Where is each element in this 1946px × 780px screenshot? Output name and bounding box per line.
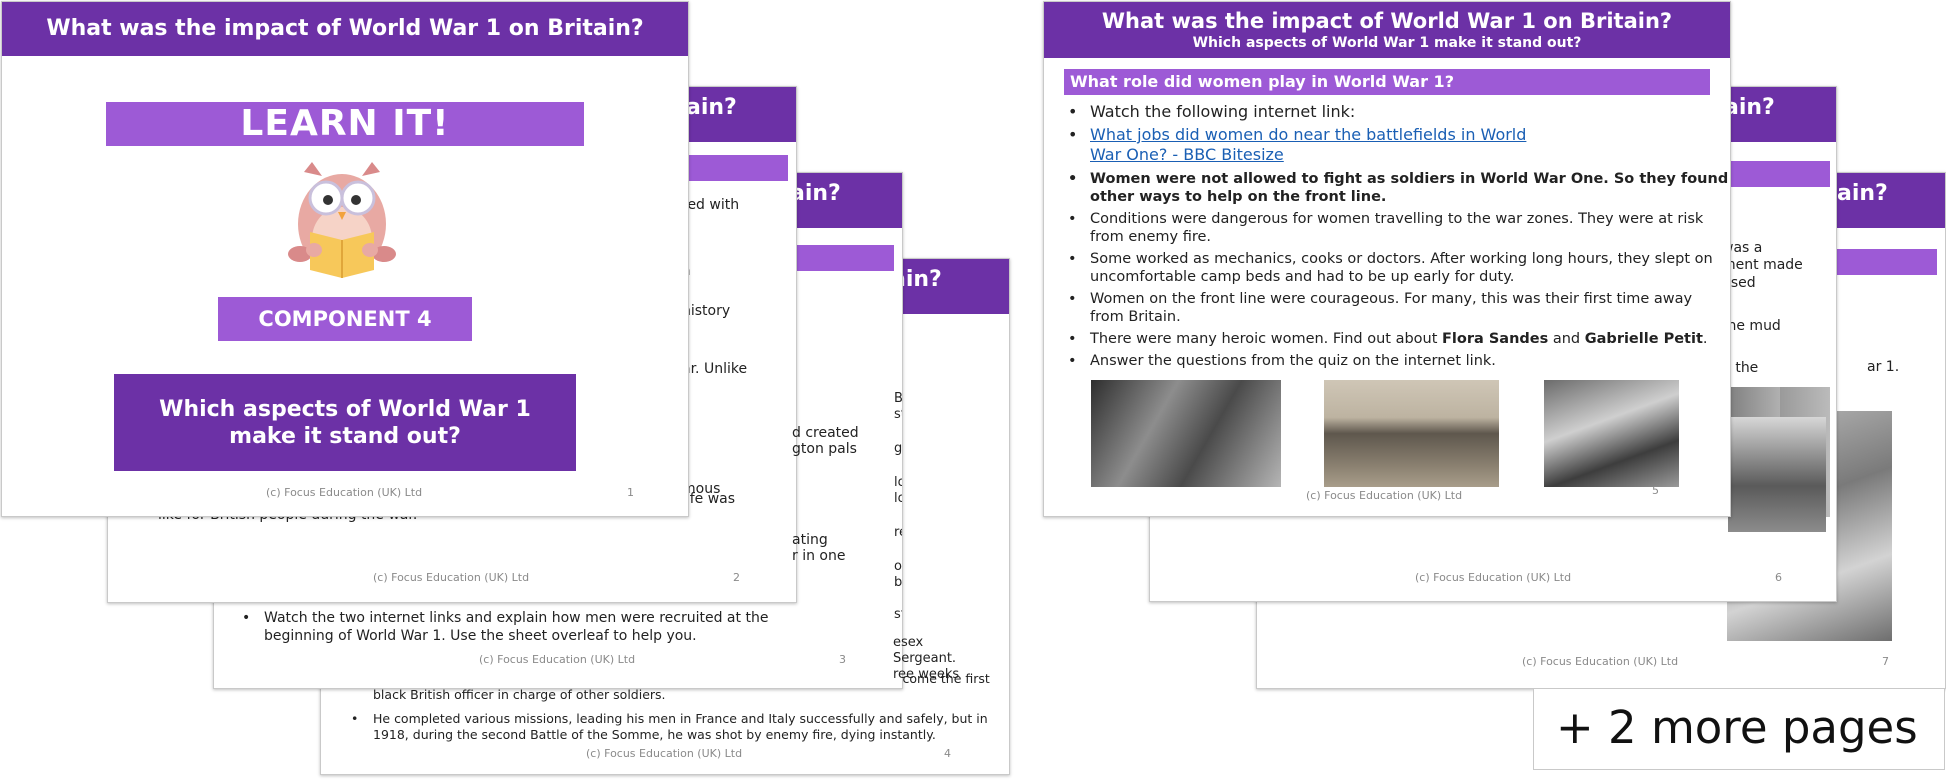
text-fragment: ating [792,532,828,548]
learn-it-banner: LEARN IT! [106,102,584,146]
slide-header: What was the impact of World War 1 on Br… [2,2,688,56]
footer-copyright: (c) Focus Education (UK) Ltd [1522,655,1679,668]
bullet-item: What jobs did women do near the battlefi… [1068,125,1550,165]
text-fragment: stone. They [894,407,902,422]
footer-copyright: (c) Focus Education (UK) Ltd [373,571,530,584]
text-fragment: be a painter [894,575,903,590]
footer-copyright: (c) Focus Education (UK) Ltd [266,486,423,499]
footer-copyright: (c) Focus Education (UK) Ltd [1306,489,1463,502]
footer-copyright: (c) Focus Education (UK) Ltd [479,653,636,666]
and-text: and [1548,331,1585,347]
page-number: 3 [839,653,846,666]
name-flora-sandes: Flora Sandes [1442,331,1549,347]
bullet-item: Women were not allowed to fight as soldi… [1068,170,1730,206]
text-fragment: was a [1722,240,1763,256]
text-fragment: red with [682,197,740,213]
name-gabrielle-petit: Gabrielle Petit [1584,331,1703,347]
slide-page-1: What was the impact of World War 1 on Br… [1,1,689,517]
text-fragment: r in one [792,548,846,564]
bullet-item: Conditions were dangerous for women trav… [1068,210,1720,246]
more-pages-badge: + 2 more pages [1533,688,1945,770]
text-fragment: ar. Unlike [682,361,748,377]
text-fragment: ment made [1722,257,1803,273]
bullet-item: Watch the two internet links and explain… [242,609,824,645]
text-fragment: the mud [1722,318,1781,334]
heroic-text: There were many heroic women. Find out a… [1090,331,1443,347]
slide-header: What was the impact of World War 1 on Br… [1044,2,1730,58]
bullet-item: Some worked as mechanics, cooks or docto… [1068,250,1725,286]
text-fragment: d created [792,425,859,441]
photo-machine-gun [1728,417,1826,532]
slide-subtitle: Which aspects of World War 1 make it sta… [1192,35,1582,51]
page-number: 6 [1775,571,1782,584]
slide-title: ain? [790,181,841,206]
text-fragment: n the [1722,360,1759,376]
bbc-bitesize-link[interactable]: What jobs did women do near the battlefi… [1090,125,1527,164]
photo-women-marching [1324,380,1499,487]
slide-title: ain? [1837,181,1888,206]
slide-title: ain? [686,95,737,120]
section-heading-text: What role did women play in World War 1? [1070,72,1454,91]
photo-women-machinists [1091,380,1281,487]
component-badge: COMPONENT 4 [218,297,472,341]
text-fragment: esex [893,635,924,650]
text-fragment: ren, so [894,525,902,540]
page-number: 2 [733,571,740,584]
bullet-item: There were many heroic women. Find out a… [1068,330,1720,348]
text-fragment: history [682,303,731,319]
page-number: 1 [627,486,634,499]
question-text: Which aspects of World War 1 make it sta… [159,397,531,449]
section-heading: What role did women play in World War 1? [1064,69,1710,95]
slide-title: ain? [1724,95,1775,120]
page-number: 7 [1882,655,1889,668]
owl-reading-book-icon [282,154,402,279]
text-fragment: Britain, [894,391,903,406]
page-number: 4 [944,747,951,760]
component-label: COMPONENT 4 [258,307,432,331]
page-number: 5 [1652,484,1659,497]
slide-title: What was the impact of World War 1 on Br… [46,16,644,41]
footer-copyright: (c) Focus Education (UK) Ltd [1415,571,1572,584]
text-fragment: gton pals [792,441,857,457]
learn-it-label: LEARN IT! [240,103,450,144]
bullet-item: Watch the following internet link: [1068,103,1710,122]
more-pages-label: + 2 more pages [1556,701,1918,754]
period-text: . [1702,331,1708,347]
text-fragment: ar 1. [1867,359,1900,375]
question-box: Which aspects of World War 1 make it sta… [114,374,576,471]
text-fragment: sfer to [894,607,902,622]
text-fragment: look after [894,491,902,506]
bullet-item: He completed various missions, leading h… [351,711,993,743]
bullet-item: Women on the front line were courageous.… [1068,290,1720,326]
text-fragment: Sergeant. [893,651,957,666]
text-fragment: g ill for a [894,441,903,456]
footer-copyright: (c) Focus Education (UK) Ltd [586,747,743,760]
slide-page-5: What was the impact of World War 1 on Br… [1043,1,1731,517]
section-bar [1827,249,1937,275]
bullet-item: Answer the questions from the quiz on th… [1068,352,1720,370]
text-fragment: mous [682,481,721,497]
text-fragment: or a trial at [894,559,902,574]
photo-women-wheelbarrows [1544,380,1679,487]
slide-title: What was the impact of World War 1 on Br… [1101,9,1673,33]
text-fragment: look after [894,475,902,490]
text-fragment: ree weeks [893,667,960,682]
